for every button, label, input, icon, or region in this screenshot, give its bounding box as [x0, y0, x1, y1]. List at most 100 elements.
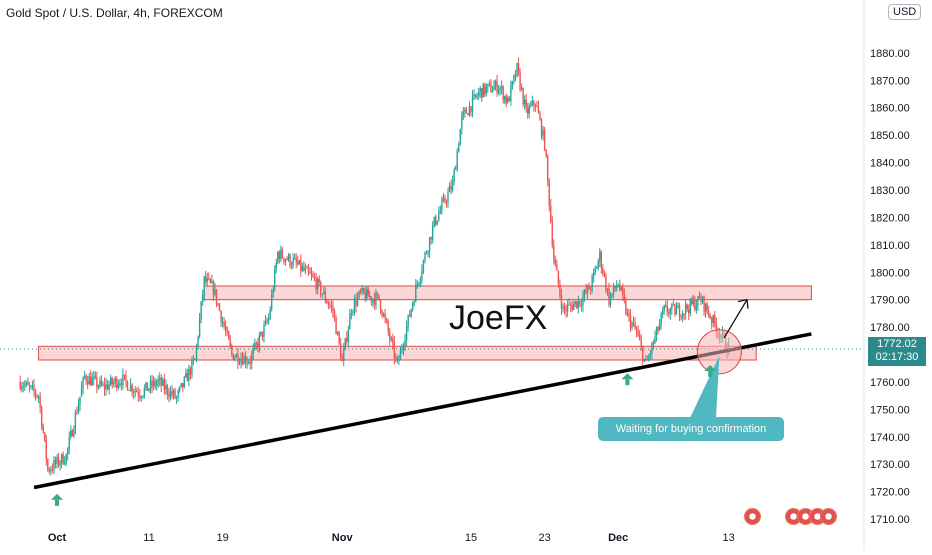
- candle-body: [680, 316, 682, 318]
- candle-body: [53, 460, 55, 470]
- candle-body: [96, 376, 98, 388]
- candle-body: [638, 335, 641, 341]
- candle-body: [665, 305, 667, 307]
- candle-body: [120, 383, 123, 386]
- candle-body: [254, 343, 256, 349]
- candle-body: [707, 311, 710, 317]
- candle-body: [643, 358, 645, 362]
- candle-body: [399, 350, 402, 360]
- candle-body: [42, 426, 44, 433]
- candle-body: [617, 284, 619, 287]
- candle-body: [427, 251, 429, 253]
- candle-body: [346, 338, 348, 342]
- candle-body: [464, 109, 466, 112]
- candle-body: [306, 267, 308, 269]
- candle-body: [635, 328, 638, 332]
- candle-body: [389, 331, 391, 340]
- candle-body: [637, 331, 639, 336]
- candle-body: [589, 289, 592, 291]
- candle-body: [703, 296, 705, 312]
- candle-body: [329, 304, 331, 306]
- candle-body: [542, 129, 544, 137]
- candle-body: [493, 86, 495, 91]
- candle-body: [700, 298, 702, 302]
- candle-body: [580, 304, 583, 306]
- candle-body: [172, 390, 175, 396]
- candle-body: [490, 83, 492, 93]
- candle-body: [683, 313, 685, 315]
- candle-body: [82, 377, 84, 388]
- candle-body: [465, 109, 468, 114]
- candle-body: [672, 304, 675, 306]
- candle-body: [450, 186, 452, 190]
- candle-body: [235, 353, 238, 358]
- candle-body: [514, 75, 517, 77]
- candle-body: [247, 362, 250, 364]
- candle-body: [454, 169, 457, 171]
- candle-body: [435, 216, 437, 225]
- y-tick-label: 1760.00: [870, 377, 910, 389]
- candle-body: [36, 395, 38, 397]
- flag-us-icon[interactable]: [820, 508, 837, 525]
- candle-body: [266, 320, 268, 322]
- y-tick-label: 1850.00: [870, 130, 910, 142]
- candle-body: [295, 258, 297, 263]
- candle-body: [531, 100, 534, 105]
- x-tick-label: 15: [465, 532, 477, 544]
- candle-body: [90, 376, 92, 386]
- candle-body: [582, 296, 584, 306]
- flag-us-icon[interactable]: [744, 508, 761, 525]
- candle-body: [356, 297, 359, 306]
- candle-body: [287, 254, 290, 260]
- candle-body: [249, 362, 251, 364]
- candle-body: [438, 213, 440, 221]
- candle-body: [631, 322, 633, 328]
- candle-body: [240, 358, 242, 364]
- candle-body: [574, 301, 576, 304]
- candle-body: [30, 385, 32, 387]
- candle-body: [217, 303, 219, 305]
- candle-body: [500, 86, 503, 89]
- candle-body: [86, 381, 89, 385]
- candle-body: [510, 85, 512, 102]
- candle-body: [398, 359, 400, 361]
- candle-body: [456, 151, 458, 170]
- candle-body: [33, 385, 35, 392]
- candle-body: [711, 318, 713, 323]
- callout-note[interactable]: Waiting for buying confirmation: [598, 417, 784, 441]
- symbol-title[interactable]: Gold Spot / U.S. Dollar, 4h, FOREXCOM: [6, 6, 223, 20]
- candle-body: [678, 305, 681, 317]
- candle-body: [251, 354, 253, 364]
- candle-body: [333, 311, 336, 318]
- candle-body: [28, 384, 31, 387]
- currency-button[interactable]: USD: [888, 4, 922, 20]
- candle-body: [349, 314, 351, 330]
- candle-body: [341, 358, 343, 362]
- candle-body: [652, 342, 655, 344]
- candle-body: [396, 357, 399, 361]
- candle-body: [415, 284, 417, 302]
- candle-body: [447, 192, 449, 203]
- candle-body: [114, 378, 116, 383]
- candle-body: [339, 343, 342, 359]
- candle-body: [220, 310, 222, 323]
- candle-body: [596, 267, 598, 269]
- candle-body: [160, 378, 162, 386]
- candle-body: [224, 326, 227, 332]
- candle-body: [129, 384, 132, 391]
- candle-body: [378, 294, 380, 301]
- candle-body: [543, 129, 546, 150]
- y-tick-label: 1840.00: [870, 158, 910, 170]
- candle-body: [605, 275, 607, 291]
- candle-body: [484, 83, 486, 94]
- candle-body: [502, 86, 504, 101]
- candle-body: [536, 106, 538, 108]
- candle-body: [527, 107, 529, 114]
- candle-body: [551, 221, 553, 246]
- current-price: 1772.02: [877, 338, 917, 350]
- candle-body: [548, 179, 550, 206]
- candle-body: [123, 374, 126, 376]
- candle-body: [117, 384, 120, 388]
